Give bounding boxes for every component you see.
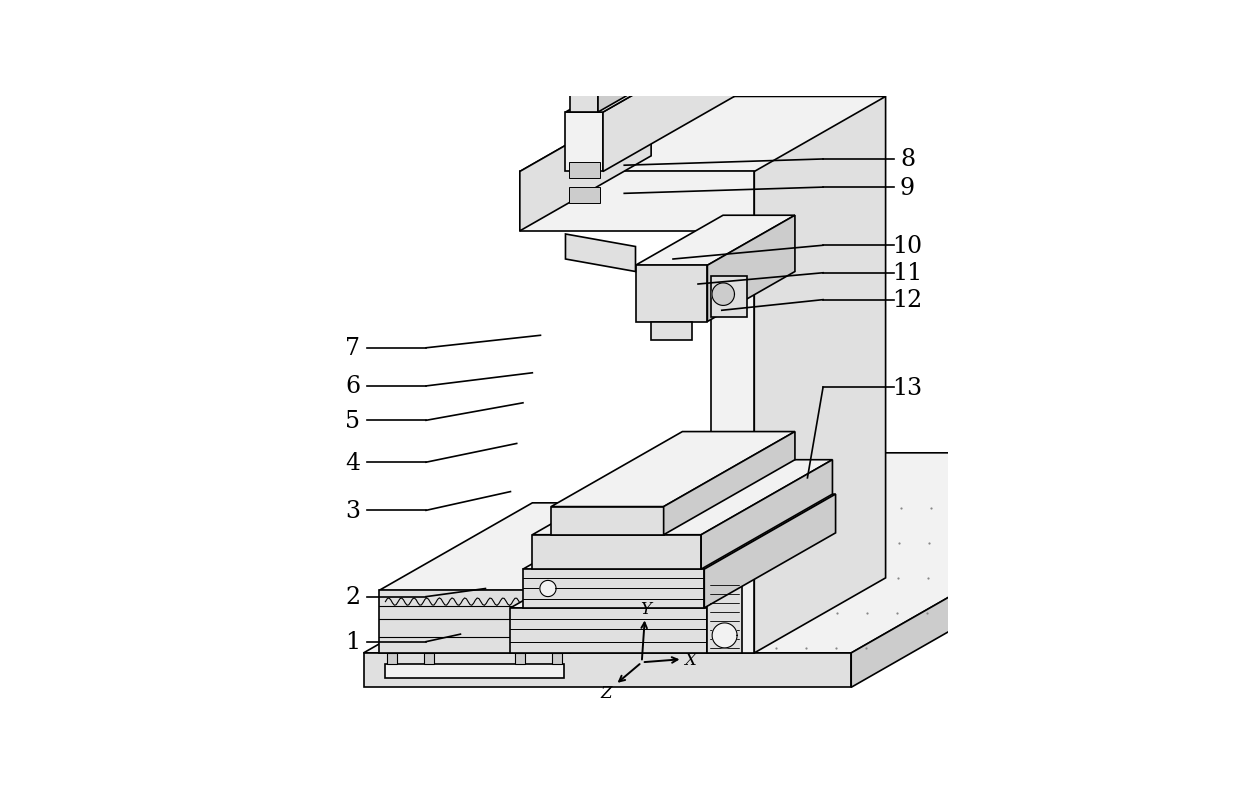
Polygon shape <box>565 113 603 172</box>
Polygon shape <box>523 569 704 608</box>
Polygon shape <box>379 503 723 590</box>
Polygon shape <box>754 72 885 653</box>
Text: 5: 5 <box>346 410 361 432</box>
Polygon shape <box>379 590 570 653</box>
Polygon shape <box>635 216 795 266</box>
Polygon shape <box>707 216 795 322</box>
Text: 8: 8 <box>900 148 915 171</box>
Polygon shape <box>520 97 885 172</box>
Text: 3: 3 <box>346 500 361 522</box>
Polygon shape <box>701 460 832 569</box>
Text: X: X <box>684 651 696 668</box>
Polygon shape <box>551 507 663 535</box>
Polygon shape <box>424 653 434 664</box>
Text: 2: 2 <box>345 586 361 608</box>
Polygon shape <box>707 533 838 653</box>
Polygon shape <box>511 533 838 608</box>
Polygon shape <box>704 495 836 608</box>
Polygon shape <box>552 653 563 664</box>
Polygon shape <box>515 653 525 664</box>
Polygon shape <box>532 460 832 535</box>
Text: 4: 4 <box>345 451 361 474</box>
Polygon shape <box>663 432 795 535</box>
Polygon shape <box>598 13 729 113</box>
Polygon shape <box>551 432 795 507</box>
Polygon shape <box>569 188 600 204</box>
Text: 6: 6 <box>345 375 361 398</box>
Polygon shape <box>851 453 1202 688</box>
Polygon shape <box>570 503 723 653</box>
Text: 7: 7 <box>346 337 361 360</box>
Text: Z: Z <box>600 684 611 701</box>
Polygon shape <box>565 38 734 113</box>
Polygon shape <box>520 97 651 232</box>
Polygon shape <box>635 266 707 322</box>
Polygon shape <box>711 277 746 317</box>
Polygon shape <box>387 653 397 664</box>
Polygon shape <box>711 72 885 148</box>
Polygon shape <box>651 322 692 341</box>
Polygon shape <box>577 64 591 88</box>
Text: 1: 1 <box>345 630 361 654</box>
Text: Y: Y <box>641 600 652 617</box>
Polygon shape <box>707 580 742 653</box>
Polygon shape <box>363 653 851 688</box>
Text: 9: 9 <box>900 176 915 200</box>
Polygon shape <box>511 608 707 653</box>
Polygon shape <box>520 172 754 232</box>
Polygon shape <box>386 664 564 678</box>
Polygon shape <box>523 495 836 569</box>
Polygon shape <box>569 163 600 178</box>
Polygon shape <box>603 38 734 172</box>
Text: 13: 13 <box>893 376 923 399</box>
Polygon shape <box>712 623 737 648</box>
Polygon shape <box>574 58 594 64</box>
Polygon shape <box>532 535 701 569</box>
Polygon shape <box>570 88 598 113</box>
Text: 10: 10 <box>893 234 923 257</box>
Polygon shape <box>711 148 754 653</box>
Polygon shape <box>712 284 734 306</box>
Polygon shape <box>539 581 556 597</box>
Text: 12: 12 <box>893 289 923 311</box>
Polygon shape <box>363 453 1202 653</box>
Polygon shape <box>565 234 635 272</box>
Text: 11: 11 <box>893 262 923 285</box>
